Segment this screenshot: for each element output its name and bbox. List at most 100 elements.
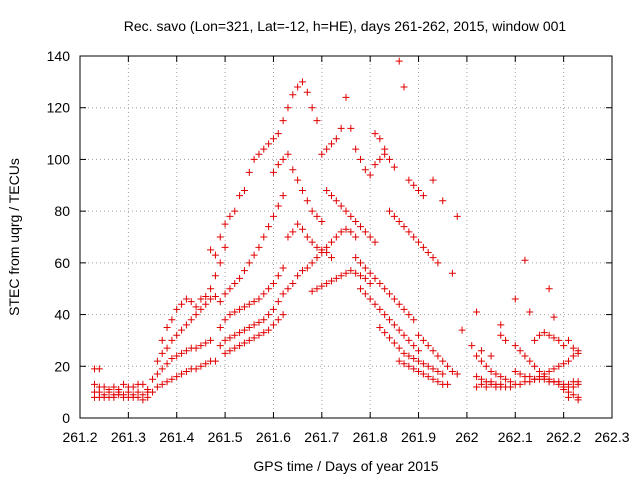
data-point [211, 292, 219, 300]
data-point [163, 324, 171, 331]
data-point [347, 212, 355, 220]
data-point [564, 336, 572, 344]
data-point [168, 316, 176, 324]
data-point [439, 197, 447, 205]
data-point [173, 352, 181, 360]
data-point [318, 249, 326, 257]
data-point [376, 155, 384, 163]
data-point [386, 290, 394, 298]
data-point [255, 243, 263, 251]
data-point [395, 357, 403, 365]
data-point [535, 373, 543, 381]
data-point [405, 336, 413, 344]
x-tick-label: 261.8 [353, 429, 388, 445]
data-point [526, 308, 534, 316]
data-point [221, 336, 229, 344]
data-point [231, 344, 239, 352]
data-point [149, 388, 157, 396]
data-point [400, 83, 408, 91]
data-point [231, 331, 239, 339]
data-point [560, 342, 568, 350]
data-point [405, 176, 413, 184]
data-point [424, 249, 432, 257]
data-point [502, 336, 510, 344]
y-axis-label: STEC from uqrg / TECUs [6, 158, 22, 316]
data-point [327, 238, 335, 246]
data-point [371, 130, 379, 138]
x-tick-label: 261.9 [401, 429, 436, 445]
data-point [410, 316, 418, 324]
data-point [226, 334, 234, 342]
data-point [526, 378, 534, 386]
data-point [376, 280, 384, 288]
data-point [453, 212, 461, 220]
data-point [366, 233, 374, 241]
data-point [419, 360, 427, 368]
data-point [274, 161, 282, 169]
data-point [366, 280, 374, 288]
data-point [289, 228, 297, 236]
data-point [303, 88, 311, 96]
data-point [294, 83, 302, 91]
x-tick-label: 261.5 [208, 429, 243, 445]
data-point [400, 349, 408, 357]
y-tick-label: 140 [47, 48, 71, 64]
data-point [294, 272, 302, 280]
x-tick-label: 262.2 [546, 429, 581, 445]
data-point [521, 256, 529, 264]
data-point [531, 375, 539, 383]
data-point [240, 303, 248, 311]
data-point [298, 225, 306, 233]
data-point [173, 331, 181, 339]
data-point [555, 362, 563, 370]
data-point [395, 217, 403, 225]
data-point [361, 274, 369, 282]
data-point [473, 383, 481, 391]
data-point [400, 223, 408, 231]
data-point [274, 130, 282, 138]
data-point [158, 349, 166, 357]
data-point [245, 259, 253, 267]
data-point [313, 254, 321, 262]
data-point [390, 163, 398, 171]
x-tick-label: 261.7 [304, 429, 339, 445]
data-point [250, 298, 258, 306]
data-point [178, 349, 186, 357]
data-point [429, 254, 437, 262]
data-point [482, 383, 490, 391]
data-point [192, 303, 200, 311]
data-point [550, 365, 558, 373]
data-point [366, 295, 374, 303]
data-point [240, 267, 248, 275]
data-points [91, 57, 582, 404]
data-point [216, 324, 224, 331]
data-point [318, 150, 326, 158]
data-point [429, 375, 437, 383]
data-point [163, 378, 171, 386]
data-point [405, 362, 413, 370]
data-point [269, 321, 277, 329]
data-point [487, 367, 495, 375]
data-point [274, 316, 282, 324]
data-point [352, 233, 360, 241]
data-point [100, 383, 108, 391]
data-point [298, 267, 306, 275]
data-point [216, 233, 224, 241]
data-point [410, 355, 418, 363]
data-point [400, 305, 408, 313]
data-point [376, 135, 384, 143]
data-point [429, 365, 437, 373]
data-point [173, 305, 181, 313]
data-point [197, 342, 205, 350]
data-point [550, 334, 558, 342]
data-point [419, 192, 427, 200]
data-point [313, 243, 321, 251]
data-point [473, 373, 481, 381]
data-point [207, 246, 215, 254]
data-point [497, 321, 505, 329]
data-point [332, 135, 340, 143]
data-point [265, 285, 273, 293]
data-point [357, 259, 365, 267]
y-tick-label: 80 [54, 203, 70, 219]
